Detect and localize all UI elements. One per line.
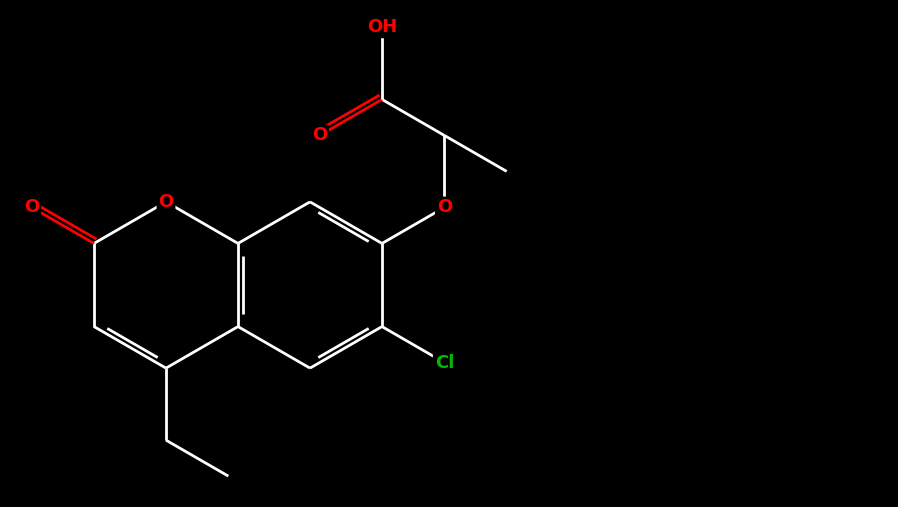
Text: O: O	[312, 126, 327, 144]
Text: O: O	[158, 193, 173, 211]
Text: O: O	[436, 198, 452, 216]
Text: Cl: Cl	[435, 353, 454, 372]
Text: OH: OH	[367, 18, 397, 37]
Text: O: O	[24, 198, 40, 216]
